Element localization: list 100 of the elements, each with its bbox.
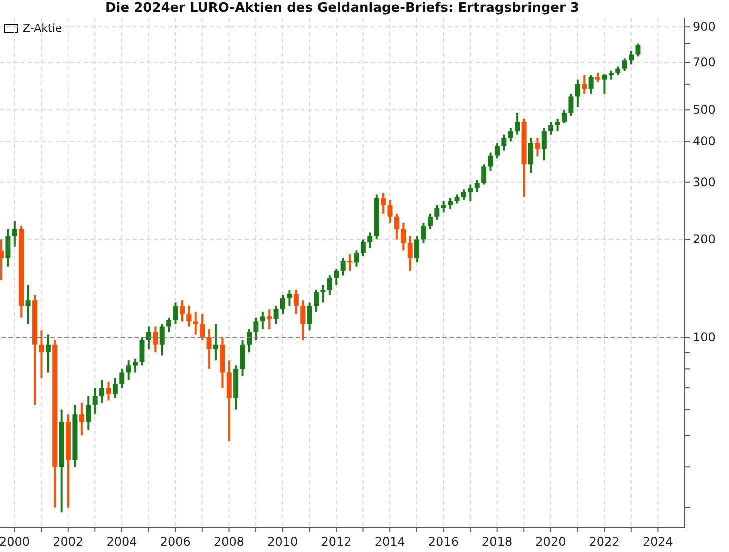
x-tick-label: 2024 xyxy=(642,535,674,549)
candlestick xyxy=(106,381,112,402)
candlestick xyxy=(360,238,366,258)
y-tick-label: 200 xyxy=(693,232,716,247)
candlestick xyxy=(340,258,346,277)
candlestick xyxy=(421,222,426,244)
y-tick-label: 400 xyxy=(693,134,716,149)
candlestick xyxy=(494,142,500,160)
x-tick-label: 2006 xyxy=(160,535,191,549)
candlestick xyxy=(160,323,165,357)
candlestick xyxy=(300,300,306,342)
candlestick xyxy=(568,93,574,117)
candlestick xyxy=(394,212,400,241)
candlestick xyxy=(515,112,520,136)
candlestick xyxy=(588,74,594,96)
candlestick xyxy=(474,179,480,194)
candlestick xyxy=(448,197,454,210)
candlestick xyxy=(548,120,554,136)
candlestick xyxy=(508,127,514,143)
x-tick-label: 2020 xyxy=(536,535,566,549)
candlestick xyxy=(180,300,185,323)
candlestick xyxy=(414,235,420,264)
candlestick xyxy=(428,212,433,230)
candlestick xyxy=(461,188,466,201)
candlestick xyxy=(92,387,98,416)
candlestick xyxy=(408,235,413,272)
x-tick-label: 2010 xyxy=(268,535,298,549)
x-tick-label: 2012 xyxy=(321,535,352,549)
candlestick xyxy=(140,336,145,367)
candlestick xyxy=(320,284,326,304)
candlestick xyxy=(120,368,125,390)
candlestick xyxy=(622,58,628,72)
candlestick xyxy=(535,137,540,158)
candlestick xyxy=(482,164,487,186)
candlestick xyxy=(166,316,172,334)
candlestick xyxy=(327,274,332,296)
y-tick-label: 300 xyxy=(693,175,716,190)
candlestick xyxy=(488,152,494,172)
candlestick xyxy=(193,310,198,336)
candlestick xyxy=(602,73,608,96)
candlestick xyxy=(246,328,252,354)
candlestick xyxy=(434,204,440,221)
candlestick xyxy=(629,50,634,66)
x-tick-label: 2016 xyxy=(428,535,459,549)
candlestick xyxy=(401,222,406,252)
candlestick xyxy=(575,78,580,108)
candlestick xyxy=(562,109,568,125)
candlestick xyxy=(555,118,560,132)
candlestick xyxy=(146,326,152,350)
candlestick xyxy=(582,74,588,96)
x-tick-label: 2002 xyxy=(53,535,84,549)
x-tick-label: 2008 xyxy=(214,535,244,549)
y-tick-label: 700 xyxy=(693,56,716,70)
candlestick xyxy=(528,137,534,174)
candlestick xyxy=(354,250,360,268)
candlestick xyxy=(213,323,218,362)
candlestick xyxy=(502,134,507,152)
candlestick xyxy=(39,330,44,380)
y-tick-label: 900 xyxy=(693,20,716,34)
candlestick xyxy=(206,328,212,370)
candlestick xyxy=(153,326,158,354)
candlestick xyxy=(6,228,11,268)
x-tick-label: 2004 xyxy=(106,535,138,549)
candlestick xyxy=(368,232,373,250)
y-tick-label: 500 xyxy=(693,103,716,118)
candlestick xyxy=(294,289,299,316)
candlestick xyxy=(334,268,340,286)
candlestick xyxy=(274,305,279,326)
candlestick xyxy=(12,220,18,248)
candlestick xyxy=(468,184,474,203)
candlestick xyxy=(112,377,118,400)
candlestick xyxy=(100,379,105,404)
x-tick-label: 2000 xyxy=(0,535,30,549)
y-tick-label: 100 xyxy=(693,330,716,345)
candlestick xyxy=(260,310,266,330)
candlestick xyxy=(287,289,292,308)
chart-title: Die 2024er LURO-Aktien des Geldanlage-Briefs: Ertragsbringer 3 xyxy=(104,0,580,17)
candlestick xyxy=(381,192,386,215)
x-tick-label: 2014 xyxy=(374,535,406,549)
candlestick xyxy=(267,308,272,330)
x-tick-label: 2018 xyxy=(482,535,513,549)
candlestick xyxy=(26,284,31,326)
candlestick xyxy=(186,305,192,328)
candlestick xyxy=(307,302,312,332)
candlestick xyxy=(388,198,393,224)
candlestick xyxy=(542,127,547,162)
candlestick xyxy=(454,194,460,205)
candlestick xyxy=(200,313,206,342)
candlestick xyxy=(348,254,353,272)
candlestick xyxy=(79,402,84,437)
candlestick xyxy=(46,334,51,374)
candlestick xyxy=(173,302,178,326)
candlestick xyxy=(280,294,286,316)
x-tick-label: 2022 xyxy=(589,535,620,549)
text: Z-Aktie xyxy=(23,22,62,35)
candlestick xyxy=(254,316,259,342)
candlestick xyxy=(86,395,92,432)
candlestick xyxy=(126,360,132,382)
candlestick xyxy=(636,42,641,58)
candlestick xyxy=(0,238,4,282)
